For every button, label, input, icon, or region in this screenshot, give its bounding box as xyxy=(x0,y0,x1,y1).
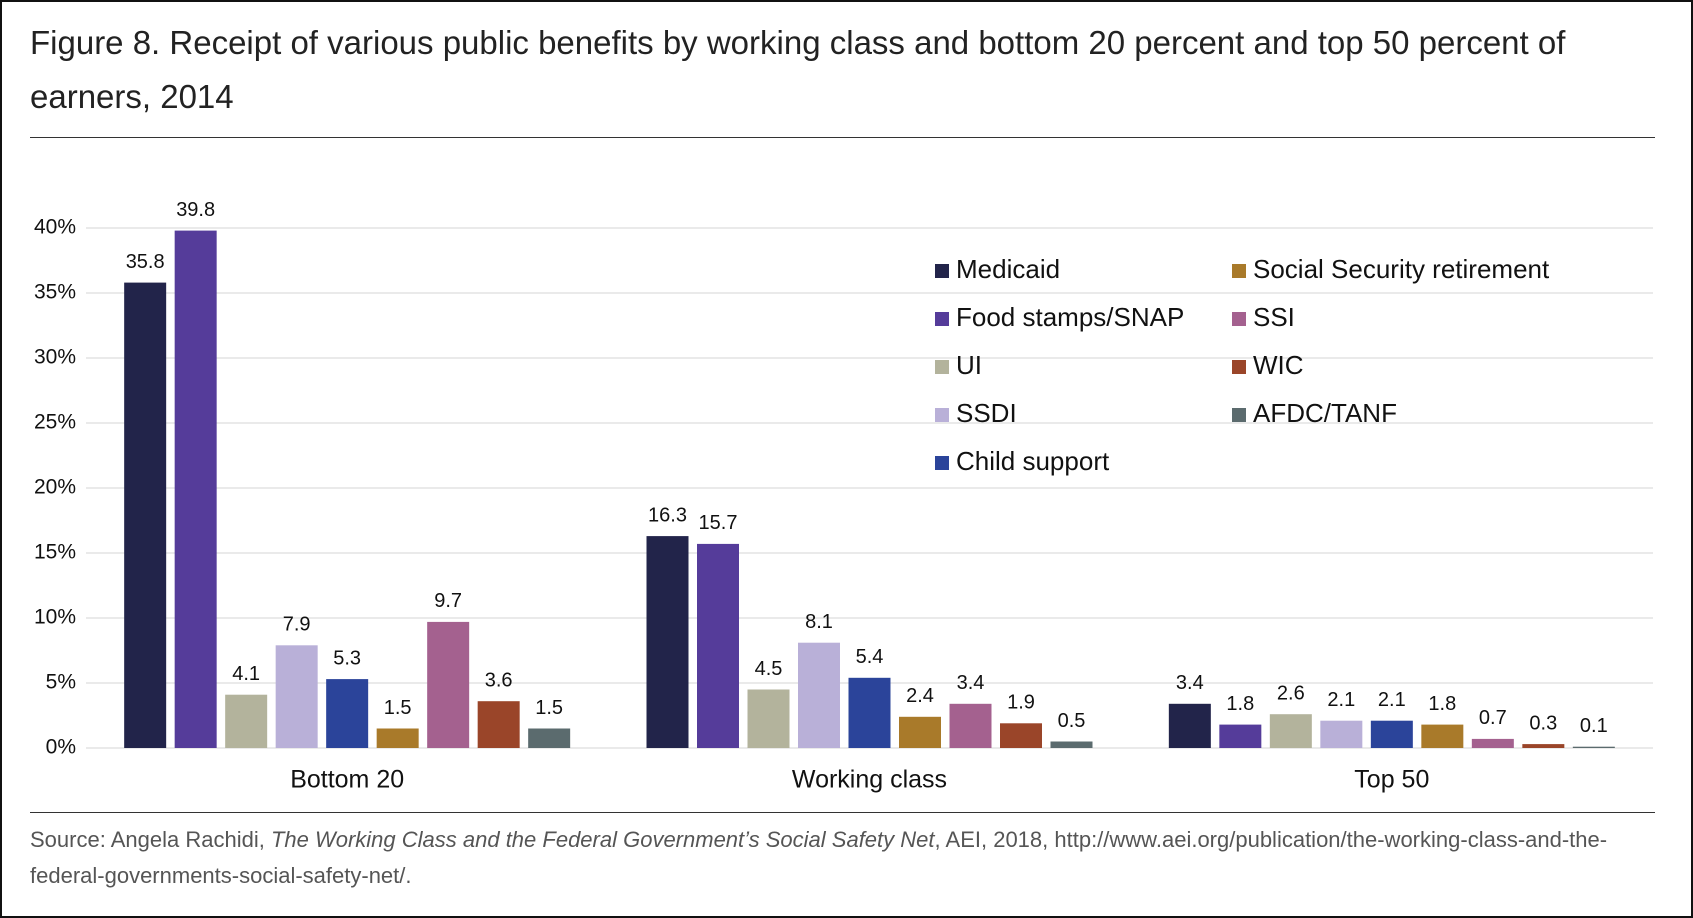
y-tick-label: 20% xyxy=(34,476,76,499)
value-label: 8.1 xyxy=(805,611,833,633)
legend-label: Medicaid xyxy=(956,254,1060,284)
value-label: 15.7 xyxy=(699,512,738,534)
bar xyxy=(899,716,941,748)
legend-swatch xyxy=(935,264,949,278)
bar xyxy=(427,621,470,748)
value-label: 0.1 xyxy=(1580,715,1608,737)
bar xyxy=(949,703,992,748)
value-label: 1.5 xyxy=(384,697,412,719)
bar xyxy=(275,645,318,748)
value-label: 0.5 xyxy=(1058,710,1086,732)
bar xyxy=(1522,744,1565,748)
legend-label: SSI xyxy=(1253,302,1295,332)
legend-swatch xyxy=(1232,264,1246,278)
source-note: Source: Angela Rachidi, The Working Clas… xyxy=(30,822,1660,894)
y-tick-label: 5% xyxy=(46,671,76,694)
value-label: 2.1 xyxy=(1327,689,1355,711)
value-label: 2.1 xyxy=(1378,689,1406,711)
bar xyxy=(848,677,891,748)
bar xyxy=(798,642,840,748)
value-label: 9.7 xyxy=(434,590,462,612)
value-label: 3.4 xyxy=(957,672,985,694)
value-label: 16.3 xyxy=(648,504,687,526)
legend-label: Child support xyxy=(956,446,1110,476)
y-tick-label: 15% xyxy=(34,541,76,564)
bar xyxy=(1320,720,1363,748)
y-tick-label: 0% xyxy=(46,736,76,759)
rule xyxy=(30,812,1655,813)
bar xyxy=(747,689,790,748)
legend-swatch xyxy=(935,312,949,326)
value-label: 0.7 xyxy=(1479,707,1507,729)
bar xyxy=(646,536,689,748)
source-title: The Working Class and the Federal Govern… xyxy=(270,827,935,852)
y-tick-label: 40% xyxy=(34,216,76,239)
value-label: 4.1 xyxy=(232,663,260,685)
bar xyxy=(1269,714,1312,748)
value-label: 3.6 xyxy=(485,669,513,691)
value-label: 0.3 xyxy=(1529,712,1557,734)
source-suffix: , AEI, 2018, http://www.aei.org/publicat… xyxy=(30,827,1608,888)
legend-swatch xyxy=(935,408,949,422)
legend-label: UI xyxy=(956,350,982,380)
value-label: 35.8 xyxy=(126,251,165,273)
value-label: 1.8 xyxy=(1428,693,1456,715)
legend-swatch xyxy=(1232,408,1246,422)
legend-label: SSDI xyxy=(956,398,1017,428)
legend-swatch xyxy=(1232,312,1246,326)
bar xyxy=(1219,724,1262,748)
bar xyxy=(697,543,739,748)
value-label: 39.8 xyxy=(176,199,215,221)
value-label: 3.4 xyxy=(1176,672,1204,694)
value-label: 2.4 xyxy=(906,685,934,707)
bar xyxy=(1000,723,1042,748)
value-label: 2.6 xyxy=(1277,682,1305,704)
rule xyxy=(30,137,1655,138)
x-tick-label: Working class xyxy=(792,766,947,794)
value-label: 1.9 xyxy=(1007,692,1035,714)
legend-label: Social Security retirement xyxy=(1253,254,1550,284)
value-label: 1.8 xyxy=(1226,693,1254,715)
value-label: 5.3 xyxy=(333,647,361,669)
source-prefix: Source: Angela Rachidi, xyxy=(30,827,271,852)
x-tick-label: Top 50 xyxy=(1354,766,1429,794)
value-label: 1.5 xyxy=(535,697,563,719)
bar xyxy=(528,728,571,748)
value-label: 5.4 xyxy=(856,646,884,668)
bar xyxy=(124,282,167,748)
bar xyxy=(174,230,217,749)
bar xyxy=(1471,738,1514,748)
bar xyxy=(1050,741,1093,748)
legend-label: AFDC/TANF xyxy=(1253,398,1397,428)
bar xyxy=(1572,746,1615,748)
bar xyxy=(1370,720,1413,748)
legend-swatch xyxy=(935,456,949,470)
bar xyxy=(376,728,419,748)
legend-swatch xyxy=(935,360,949,374)
value-label: 7.9 xyxy=(283,614,311,636)
bar xyxy=(1168,703,1211,748)
legend-label: Food stamps/SNAP xyxy=(956,302,1184,332)
y-tick-label: 30% xyxy=(34,346,76,369)
y-tick-label: 10% xyxy=(34,606,76,629)
value-label: 4.5 xyxy=(755,658,783,680)
legend-label: WIC xyxy=(1253,350,1304,380)
y-tick-label: 25% xyxy=(34,411,76,434)
legend-swatch xyxy=(1232,360,1246,374)
chart-title: Figure 8. Receipt of various public bene… xyxy=(30,24,1566,115)
bar xyxy=(477,701,520,748)
y-tick-label: 35% xyxy=(34,281,76,304)
bar xyxy=(225,694,268,748)
bar xyxy=(326,679,369,748)
bar xyxy=(1421,724,1464,748)
x-tick-label: Bottom 20 xyxy=(290,766,404,794)
